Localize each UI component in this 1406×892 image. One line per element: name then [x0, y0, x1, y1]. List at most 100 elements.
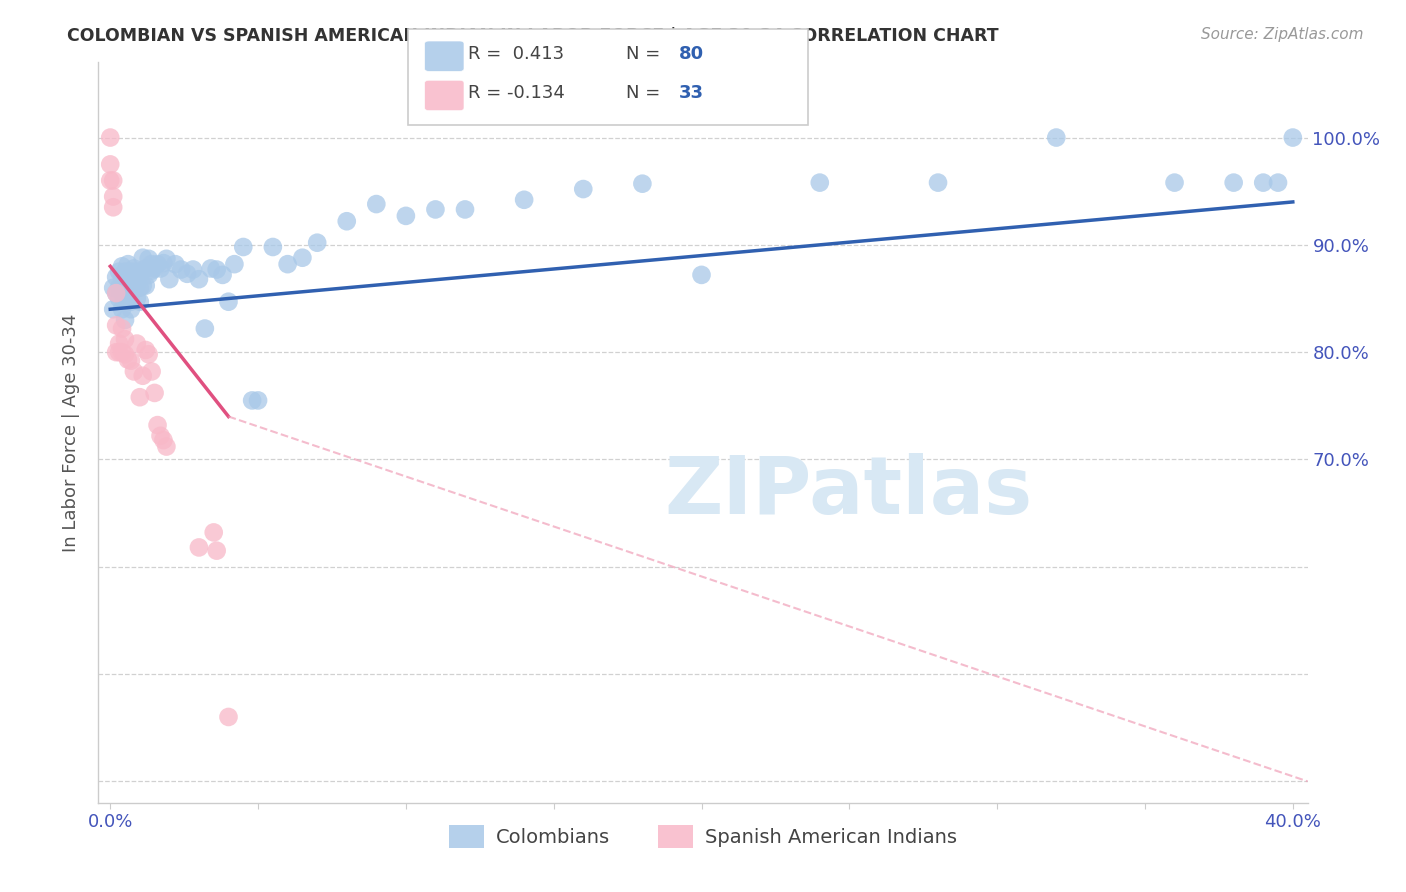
Text: COLOMBIAN VS SPANISH AMERICAN INDIAN IN LABOR FORCE | AGE 30-34 CORRELATION CHAR: COLOMBIAN VS SPANISH AMERICAN INDIAN IN … — [67, 27, 1000, 45]
Point — [152, 256, 174, 270]
Point — [187, 272, 209, 286]
Point — [157, 272, 180, 286]
Text: Source: ZipAtlas.com: Source: ZipAtlas.com — [1201, 27, 1364, 42]
Point — [224, 257, 246, 271]
Point — [120, 265, 142, 279]
Point — [149, 429, 172, 443]
Point — [108, 336, 131, 351]
Point — [128, 281, 150, 295]
Point — [120, 294, 142, 309]
Point — [108, 281, 131, 295]
Point — [122, 261, 145, 276]
Point — [277, 257, 299, 271]
Point — [247, 393, 270, 408]
Point — [205, 262, 228, 277]
Point — [98, 157, 121, 171]
Point — [122, 283, 145, 297]
Point — [103, 189, 125, 203]
Point — [187, 541, 209, 555]
Point — [1251, 176, 1274, 190]
Text: N =: N = — [626, 84, 665, 102]
Point — [927, 176, 949, 190]
Point — [146, 418, 169, 433]
Point — [1267, 176, 1289, 190]
Point — [125, 277, 148, 292]
Point — [132, 278, 155, 293]
Text: ZIPatlas: ZIPatlas — [664, 453, 1032, 531]
Point — [122, 270, 145, 285]
Point — [111, 321, 134, 335]
Point — [143, 385, 166, 400]
Point — [1045, 130, 1067, 145]
Point — [141, 257, 163, 271]
Point — [98, 130, 121, 145]
Point — [155, 440, 177, 454]
Point — [138, 252, 160, 266]
Legend: Colombians, Spanish American Indians: Colombians, Spanish American Indians — [441, 817, 965, 856]
Point — [202, 525, 225, 540]
Point — [105, 318, 128, 333]
Point — [291, 251, 314, 265]
Point — [111, 302, 134, 317]
Point — [111, 286, 134, 301]
Point — [103, 200, 125, 214]
Point — [114, 265, 136, 279]
Point — [132, 251, 155, 265]
Point — [132, 368, 155, 383]
Point — [170, 262, 193, 277]
Point — [1222, 176, 1244, 190]
Point — [120, 353, 142, 368]
Y-axis label: In Labor Force | Age 30-34: In Labor Force | Age 30-34 — [62, 313, 80, 552]
Point — [141, 364, 163, 378]
Point — [262, 240, 284, 254]
Point — [366, 197, 388, 211]
Point — [114, 293, 136, 308]
Point — [218, 710, 240, 724]
Point — [631, 177, 654, 191]
Point — [135, 261, 157, 276]
Point — [211, 268, 233, 282]
Point — [111, 270, 134, 285]
Text: 80: 80 — [679, 45, 704, 62]
Point — [105, 345, 128, 359]
Point — [1163, 176, 1185, 190]
Point — [690, 268, 713, 282]
Point — [103, 173, 125, 187]
Point — [128, 294, 150, 309]
Point — [117, 257, 139, 271]
Point — [336, 214, 359, 228]
Point — [117, 273, 139, 287]
Point — [200, 261, 222, 276]
Point — [128, 390, 150, 404]
Point — [125, 336, 148, 351]
Point — [395, 209, 418, 223]
Point — [128, 268, 150, 282]
Point — [103, 281, 125, 295]
Point — [138, 347, 160, 361]
Point — [572, 182, 595, 196]
Point — [194, 321, 217, 335]
Point — [307, 235, 329, 250]
Point — [165, 257, 187, 271]
Point — [120, 278, 142, 293]
Text: R =  0.413: R = 0.413 — [468, 45, 564, 62]
Point — [138, 268, 160, 282]
Point — [240, 393, 263, 408]
Point — [135, 343, 157, 357]
Point — [513, 193, 536, 207]
Point — [218, 294, 240, 309]
Point — [1281, 130, 1303, 145]
Point — [108, 345, 131, 359]
Point — [232, 240, 254, 254]
Point — [149, 261, 172, 276]
Point — [108, 292, 131, 306]
Point — [98, 173, 121, 187]
Point — [125, 265, 148, 279]
Point — [117, 352, 139, 367]
Point — [111, 345, 134, 359]
Text: 33: 33 — [679, 84, 704, 102]
Text: N =: N = — [626, 45, 665, 62]
Point — [125, 292, 148, 306]
Point — [181, 262, 204, 277]
Point — [114, 313, 136, 327]
